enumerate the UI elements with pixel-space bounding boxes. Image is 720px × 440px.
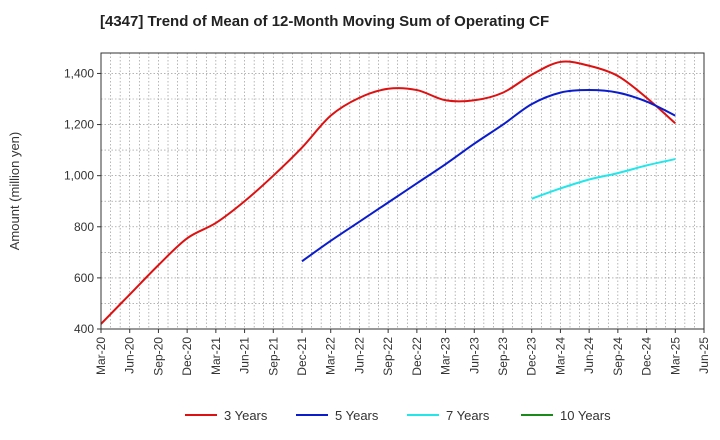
x-tick-label: Jun-22 [352, 337, 366, 374]
x-tick-label: Dec-23 [525, 337, 539, 376]
x-axis-ticks: Mar-20 Jun-20 Sep-20 Dec-20 Mar-21 Jun-21 Sep-… [94, 329, 711, 376]
y-tick-label: 1,000 [64, 169, 94, 183]
x-tick-label: Jun-20 [123, 337, 137, 374]
series-line-7-years [531, 158, 676, 200]
x-tick-label: Sep-20 [151, 337, 165, 376]
x-tick-label: Mar-21 [209, 337, 223, 375]
legend-label: 3 Years [224, 408, 268, 423]
plot-area [101, 53, 704, 329]
x-tick-label: Mar-23 [439, 337, 453, 375]
x-tick-label: Dec-22 [410, 337, 424, 376]
grid [101, 53, 704, 329]
y-axis-title: Amount (million yen) [7, 132, 22, 251]
legend: 3 Years 5 Years 7 Years 10 Years [185, 408, 611, 423]
chart-title: [4347] Trend of Mean of 12-Month Moving … [100, 13, 550, 30]
y-tick-label: 400 [74, 322, 94, 336]
x-tick-label: Jun-23 [467, 337, 481, 374]
y-tick-label: 1,200 [64, 118, 94, 132]
y-tick-label: 600 [74, 271, 94, 285]
x-tick-label: Sep-24 [611, 337, 625, 376]
x-tick-label: Sep-21 [266, 337, 280, 376]
plot-frame [100, 52, 705, 330]
x-tick-label: Dec-24 [640, 337, 654, 376]
x-tick-label: Dec-20 [180, 337, 194, 376]
legend-label: 10 Years [560, 408, 611, 423]
series-lines [100, 60, 676, 325]
legend-label: 7 Years [446, 408, 490, 423]
x-tick-label: Jun-21 [238, 337, 252, 374]
x-tick-label: Sep-23 [496, 337, 510, 376]
y-tick-label: 800 [74, 220, 94, 234]
x-tick-label: Mar-25 [668, 337, 682, 375]
x-tick-label: Dec-21 [295, 337, 309, 376]
x-tick-label: Mar-24 [553, 337, 567, 375]
x-tick-label: Mar-22 [324, 337, 338, 375]
x-tick-label: Sep-22 [381, 337, 395, 376]
y-axis-ticks: 400 600 800 1,000 1,200 1,400 [64, 66, 101, 336]
y-tick-label: 1,400 [64, 66, 94, 80]
x-tick-label: Mar-20 [94, 337, 108, 375]
x-tick-label: Jun-24 [582, 337, 596, 374]
legend-label: 5 Years [335, 408, 379, 423]
series-line-5-years [301, 89, 676, 263]
x-tick-label: Jun-25 [697, 337, 711, 374]
series-line-3-years [100, 60, 676, 325]
